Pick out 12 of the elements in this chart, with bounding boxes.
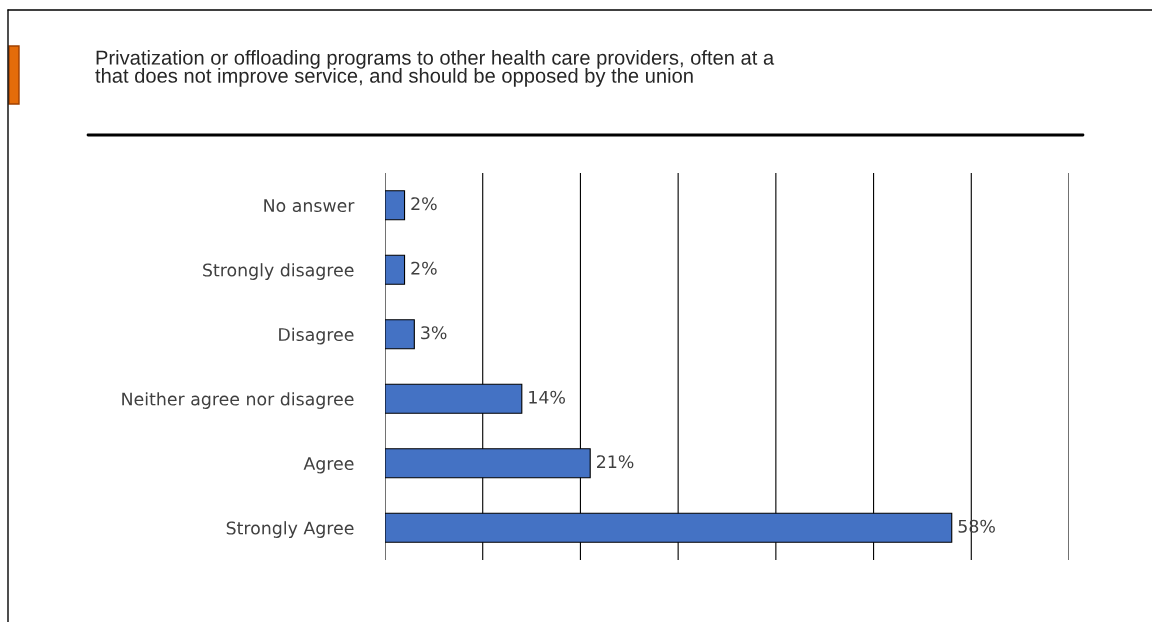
data-label: 21% bbox=[597, 455, 634, 469]
chart-title: Privatization or offloading programs to other health care providers, often at a that does not improve service, and should be opposed by the union bbox=[95, 50, 775, 87]
y-tick-label: Strongly disagree bbox=[203, 263, 354, 280]
data-label: 3% bbox=[421, 326, 447, 340]
y-tick-label: Disagree bbox=[279, 327, 354, 345]
data-label: 2% bbox=[411, 197, 437, 211]
y-tick-label: Neither agree nor disagree bbox=[122, 392, 354, 409]
data-label: 2% bbox=[411, 261, 437, 275]
y-tick-label: Agree bbox=[303, 457, 354, 474]
y-tick-label: No answer bbox=[264, 199, 355, 213]
y-tick-label: Strongly Agree bbox=[226, 521, 354, 538]
data-label: 14% bbox=[529, 390, 565, 404]
